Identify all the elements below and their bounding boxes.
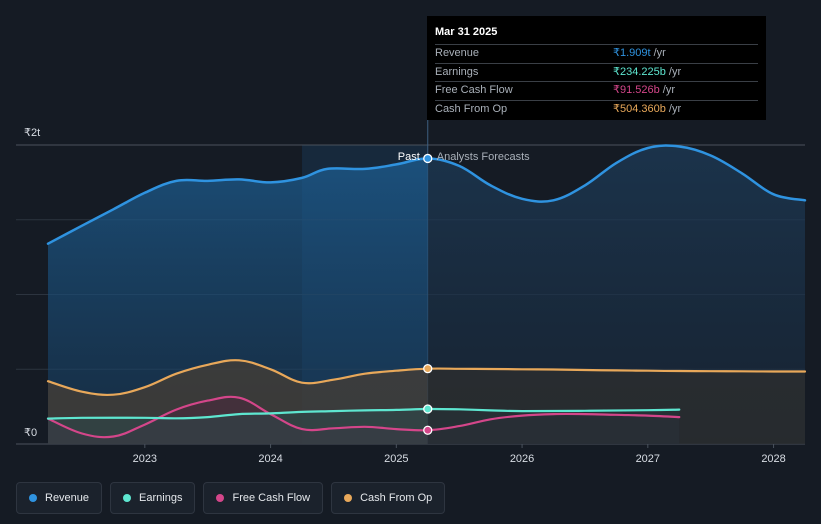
past-label: Past <box>398 151 420 163</box>
tooltip-row: Earnings ₹234.225b/yr <box>435 62 758 82</box>
cash-from-op-marker[interactable] <box>423 364 433 374</box>
tooltip-row-value: ₹1.909t <box>613 47 651 59</box>
earnings-line <box>46 407 681 420</box>
tooltip-row-name: Free Cash Flow <box>435 84 513 96</box>
legend-dot-icon <box>123 494 132 502</box>
legend-item-free-cash-flow[interactable]: Free Cash Flow <box>203 482 324 514</box>
tooltip-row-unit: /yr <box>662 84 675 96</box>
x-tick-label: 2023 <box>133 453 157 465</box>
legend-dot-icon <box>216 494 225 502</box>
x-tick-label: 2025 <box>384 453 408 465</box>
tooltip-row-value: ₹234.225b <box>613 65 666 78</box>
legend-label: Revenue <box>45 492 90 504</box>
revenue-marker[interactable] <box>423 153 433 164</box>
legend-label: Free Cash Flow <box>232 492 311 504</box>
legend: Revenue Earnings Free Cash Flow Cash From O… <box>16 482 446 514</box>
legend-item-cash-from-op[interactable]: Cash From Op <box>331 482 446 514</box>
tooltip-row: Cash From Op ₹504.360b/yr <box>435 99 758 119</box>
earnings-marker[interactable] <box>423 404 433 414</box>
legend-item-revenue[interactable]: Revenue <box>16 482 103 514</box>
tooltip-row-value: ₹504.360b <box>613 102 666 115</box>
free-cash-flow-line <box>46 395 681 439</box>
tooltip-row: Free Cash Flow ₹91.526b/yr <box>435 81 758 100</box>
legend-dot-icon <box>29 494 37 502</box>
earnings-area-forecast <box>427 408 680 444</box>
free-cash-flow-marker[interactable] <box>423 425 433 435</box>
chart: ₹2t ₹0 2023 2024 2025 2026 2027 2028 Past Analyst… <box>16 120 807 465</box>
legend-label: Earnings <box>139 492 183 504</box>
tooltip-row-value: ₹91.526b <box>613 84 660 96</box>
y-tick-label: ₹2t <box>24 127 40 139</box>
tooltip-row-unit: /yr <box>668 65 682 78</box>
tooltip-row-name: Revenue <box>435 47 480 59</box>
tooltip-row-name: Earnings <box>435 65 479 78</box>
earnings-area-past <box>48 409 428 444</box>
tooltip-row: Revenue ₹1.909t/yr <box>435 44 758 63</box>
x-tick-label: 2024 <box>258 453 282 465</box>
y-tick-label: ₹0 <box>24 427 37 439</box>
legend-item-earnings[interactable]: Earnings <box>110 482 196 514</box>
x-tick-label: 2026 <box>510 453 534 465</box>
legend-label: Cash From Op <box>360 492 433 504</box>
forecast-label: Analysts Forecasts <box>437 151 530 163</box>
revenue-area-past <box>48 158 428 444</box>
legend-dot-icon <box>344 494 353 502</box>
tooltip-row-unit: /yr <box>668 102 682 115</box>
x-tick-label: 2027 <box>636 453 660 465</box>
x-tick-label: 2028 <box>761 453 785 465</box>
tooltip-row-unit: /yr <box>653 47 666 59</box>
tooltip-date: Mar 31 2025 <box>435 26 498 38</box>
tooltip-row-name: Cash From Op <box>435 102 508 115</box>
tooltip: Mar 31 2025 Revenue ₹1.909t/yr Earnings ₹23… <box>427 16 766 120</box>
